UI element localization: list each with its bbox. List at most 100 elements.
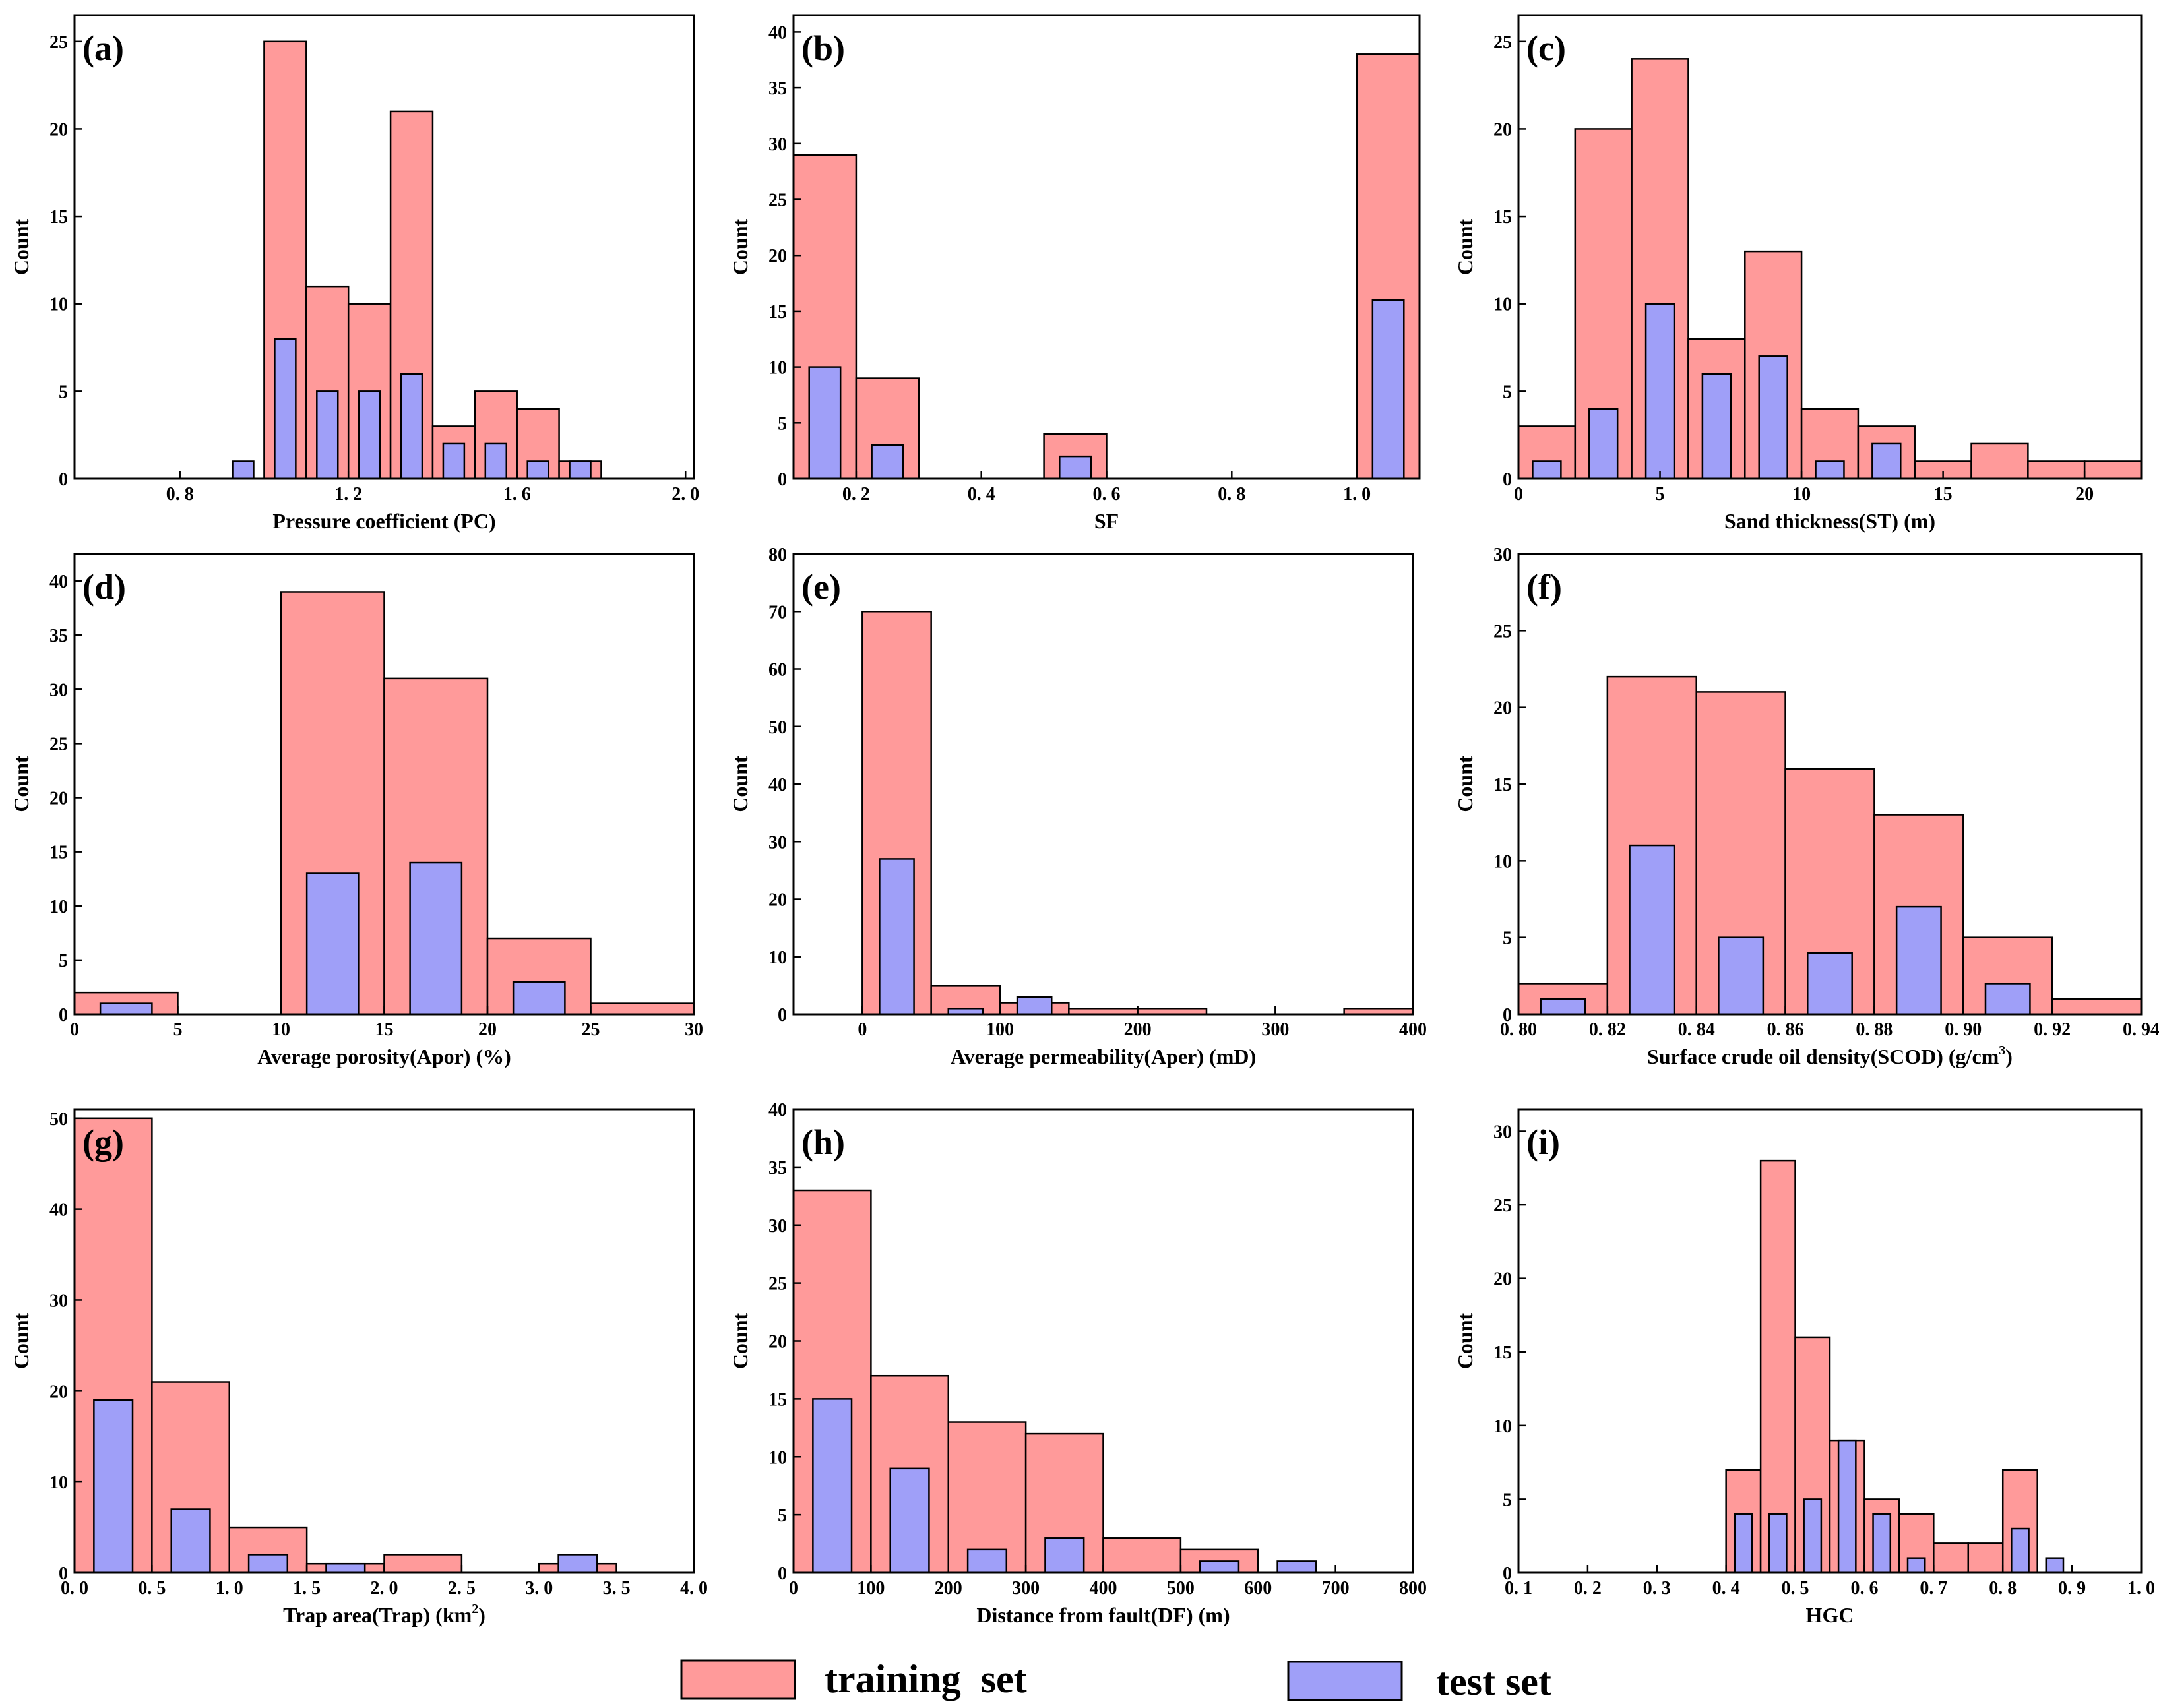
x-tick-label: 300 <box>1012 1578 1040 1599</box>
x-tick-label: 600 <box>1244 1578 1272 1599</box>
panel-f: 0. 80 0. 82 0. 84 0. 86 0. 88 0. 90 0. 92 0. 94… <box>1453 545 2159 1068</box>
y-tick-label: 0 <box>1503 1005 1512 1025</box>
x-tick-label: 5 <box>173 1020 183 1040</box>
legend: training set test set <box>680 1657 1551 1703</box>
test-bar <box>247 1554 289 1573</box>
test-bar <box>1629 844 1675 1014</box>
y-tick-label: 10 <box>1493 1417 1512 1437</box>
test-bar <box>1044 1537 1085 1573</box>
y-tick-label: 10 <box>49 1473 68 1493</box>
x-tick-label: 0. 1 <box>1505 1578 1532 1599</box>
y-axis-label: Count <box>9 218 33 275</box>
x-tick-label: 0. 84 <box>1678 1020 1715 1040</box>
x-tick-label: 1. 2 <box>334 484 362 504</box>
bars <box>1518 58 2141 479</box>
x-tick-label: 0. 90 <box>1945 1020 1982 1040</box>
panel-label: (c) <box>1526 28 1566 68</box>
bars <box>794 1189 1317 1573</box>
panel-label: (f) <box>1526 567 1562 607</box>
y-axis-label: Count <box>728 1312 752 1369</box>
y-tick-label: 35 <box>768 78 787 99</box>
test-bar <box>1016 996 1053 1014</box>
training-bar <box>1933 1542 1970 1573</box>
panel-a: 0. 8 1. 2 1. 6 2. 0 0 5 10 15 20 25 (a) Pressure co… <box>9 14 699 533</box>
x-tick-label: 0 <box>789 1578 798 1599</box>
x-tick-label: 30 <box>685 1020 703 1040</box>
x-tick-label: 0. 88 <box>1856 1020 1893 1040</box>
x-tick-label: 10 <box>1792 484 1811 504</box>
y-axis-label: Count <box>728 756 752 812</box>
y-tick-label: 30 <box>49 1291 68 1311</box>
x-tick-label: 0. 8 <box>166 484 194 504</box>
test-bar <box>1815 460 1845 479</box>
test-bar <box>1871 442 1902 479</box>
y-tick-label: 20 <box>1493 119 1512 140</box>
x-tick-label: 4. 0 <box>680 1578 708 1599</box>
test-bar <box>1276 1560 1317 1573</box>
panel-label: (d) <box>82 567 126 607</box>
x-tick-label: 200 <box>935 1578 962 1599</box>
test-bar <box>316 390 339 479</box>
test-bar <box>557 1554 598 1573</box>
x-tick-label: 500 <box>1167 1578 1195 1599</box>
y-axis-label: Count <box>1453 756 1477 812</box>
y-tick-label: 0 <box>778 1564 787 1584</box>
bars <box>1725 1159 2065 1573</box>
y-tick-label: 15 <box>49 207 68 228</box>
test-bar <box>1807 952 1853 1014</box>
panel-d: 0 5 10 15 20 25 30 0 5 10 15 20 25 30 35 40 (d) Average p… <box>9 553 703 1068</box>
test-bar <box>879 858 915 1014</box>
y-tick-label: 0 <box>778 1005 787 1025</box>
y-tick-label: 15 <box>1493 207 1512 228</box>
y-tick-label: 40 <box>768 775 787 795</box>
y-axis-label: Count <box>728 218 752 275</box>
y-tick-label: 30 <box>768 1216 787 1236</box>
y-tick-label: 40 <box>49 572 68 592</box>
y-tick-label: 30 <box>1493 545 1512 565</box>
y-tick-label: 5 <box>778 1506 787 1526</box>
test-bar <box>325 1562 366 1573</box>
y-tick-label: 50 <box>49 1109 68 1130</box>
test-bar <box>170 1508 211 1573</box>
test-bar <box>1588 408 1619 479</box>
y-tick-label: 80 <box>768 545 787 565</box>
y-axis-label: Count <box>9 1312 33 1369</box>
y-axis-label: Count <box>1453 1312 1477 1369</box>
y-tick-label: 10 <box>768 358 787 379</box>
x-tick-label: 0 <box>70 1020 79 1040</box>
y-tick-label: 40 <box>768 22 787 43</box>
plot-frame <box>1517 1108 2143 1574</box>
panel-label: (b) <box>801 28 845 68</box>
training-bar <box>947 1421 1027 1573</box>
x-tick-label: 0 <box>1514 484 1523 504</box>
y-tick-label: 15 <box>49 843 68 863</box>
x-axis-label: Surface crude oil density(SCOD) (g/cm3) <box>1647 1043 2013 1068</box>
test-bar <box>1803 1498 1823 1573</box>
test-bar <box>1540 998 1586 1014</box>
x-tick-label: 10 <box>272 1020 290 1040</box>
y-tick-label: 20 <box>49 1382 68 1402</box>
y-axis-label: Count <box>1453 218 1477 275</box>
y-tick-label: 5 <box>1503 929 1512 949</box>
x-tick-label: 25 <box>582 1020 600 1040</box>
test-bar <box>1734 1513 1753 1573</box>
x-axis-label: Average permeability(Aper) (mD) <box>951 1045 1256 1068</box>
y-tick-label: 20 <box>768 1332 787 1353</box>
panel-h: 0 100 200 300 400 500 600 700 800 0 5 10 15 20 25 30 35 4… <box>728 1100 1427 1627</box>
bars <box>861 611 1413 1014</box>
test-bar <box>1837 1439 1857 1573</box>
x-tick-label: 0. 6 <box>1850 1578 1878 1599</box>
test-bar <box>526 460 549 479</box>
y-tick-label: 10 <box>49 295 68 315</box>
x-tick-label: 0. 80 <box>1500 1020 1537 1040</box>
y-tick-label: 25 <box>1493 1196 1512 1216</box>
x-tick-label: 0. 2 <box>1574 1578 1602 1599</box>
test-bar <box>400 373 423 479</box>
y-tick-label: 25 <box>49 32 68 53</box>
y-tick-label: 30 <box>768 135 787 155</box>
x-tick-label: 0. 7 <box>1920 1578 1947 1599</box>
y-tick-label: 10 <box>1493 851 1512 872</box>
y-tick-label: 15 <box>768 1389 787 1410</box>
y-tick-label: 30 <box>768 832 787 853</box>
x-axis-label: Distance from fault(DF) (m) <box>976 1603 1230 1627</box>
